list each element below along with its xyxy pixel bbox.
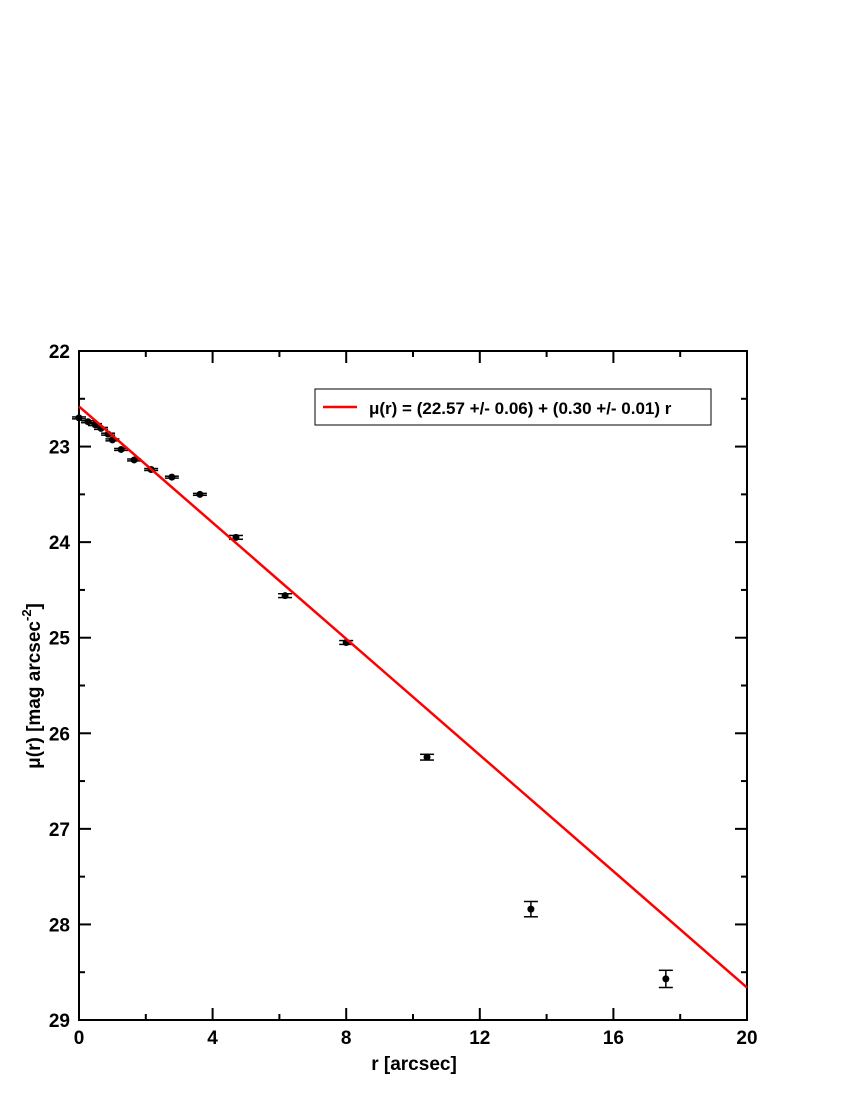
plot-frame (78, 350, 748, 1021)
fit-line (78, 405, 748, 989)
data-point (281, 592, 289, 600)
x-tick-label: 4 (207, 1028, 218, 1049)
legend-label: μ(r) = (22.57 +/- 0.06) + (0.30 +/- 0.01… (369, 399, 672, 418)
data-point (117, 445, 125, 453)
y-label-suffix: ] (24, 603, 45, 609)
y-tick-label: 25 (49, 629, 71, 650)
y-axis-label: μ(r) [mag arcsec-2] (19, 603, 45, 769)
data-point (662, 975, 670, 983)
data-point (423, 753, 431, 761)
y-tick-label: 26 (49, 724, 70, 745)
y-label-text: μ(r) [mag arcsec (24, 621, 45, 769)
data-point (527, 905, 535, 913)
x-tick-label: 16 (603, 1028, 624, 1049)
x-tick-label: 8 (341, 1028, 352, 1049)
y-tick-label: 22 (49, 342, 70, 363)
x-tick-label: 20 (736, 1028, 757, 1049)
x-tick-label: 0 (74, 1028, 85, 1049)
y-tick-label: 29 (49, 1011, 70, 1032)
legend-box (314, 388, 712, 426)
y-tick-label: 24 (49, 533, 71, 554)
y-tick-label: 28 (49, 915, 70, 936)
data-point (232, 533, 240, 541)
x-tick-label: 12 (469, 1028, 490, 1049)
data-point (196, 490, 204, 498)
x-axis-label: r [arcsec] (371, 1054, 457, 1075)
y-label-sup: -2 (19, 609, 34, 621)
data-point (130, 456, 138, 464)
data-point (168, 473, 176, 481)
y-tick-label: 27 (49, 820, 70, 841)
y-tick-label: 23 (49, 438, 70, 459)
data-point (75, 414, 83, 422)
